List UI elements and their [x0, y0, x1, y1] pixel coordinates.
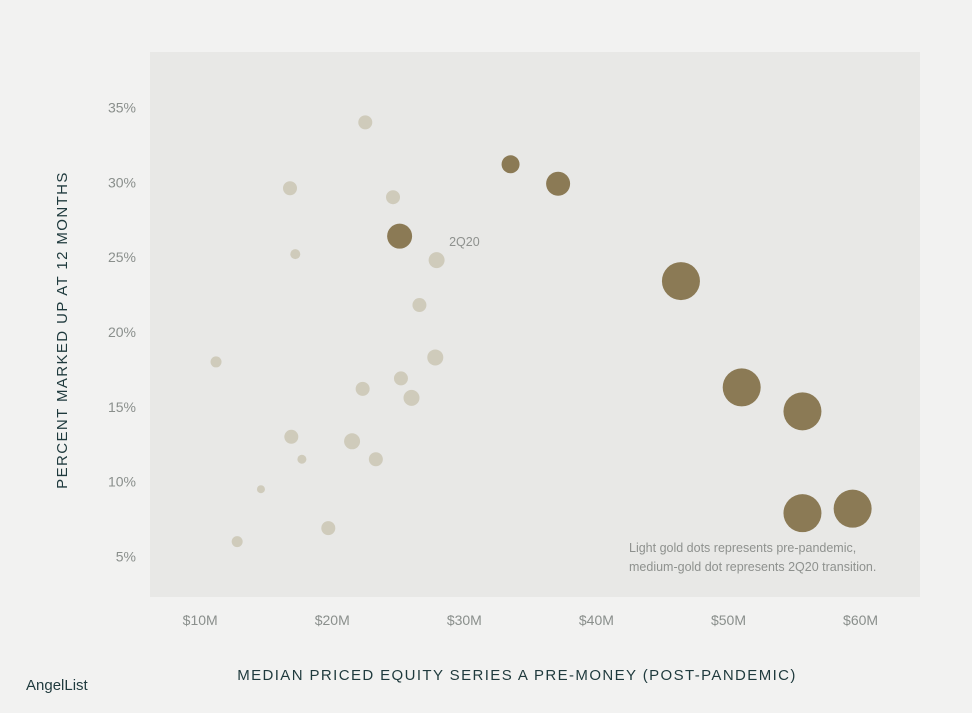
- pre-pandemic-point: [358, 115, 373, 130]
- pre-pandemic-point: [344, 433, 361, 450]
- pre-pandemic-point: [428, 252, 445, 269]
- post-pandemic-point: [833, 489, 872, 528]
- post-pandemic-point: [661, 262, 700, 301]
- y-tick-label: 10%: [108, 474, 136, 490]
- y-tick-label: 25%: [108, 249, 136, 265]
- x-axis-title: MEDIAN PRICED EQUITY SERIES A PRE-MONEY …: [237, 667, 797, 684]
- x-tick-label: $50M: [711, 612, 746, 628]
- y-tick-label: 30%: [108, 174, 136, 190]
- pre-pandemic-point: [393, 371, 408, 386]
- point-label-2q20: 2Q20: [449, 235, 480, 249]
- x-tick-label: $20M: [315, 612, 350, 628]
- pre-pandemic-point: [368, 452, 383, 467]
- post-pandemic-point: [501, 155, 520, 174]
- pre-pandemic-point: [256, 485, 265, 494]
- post-pandemic-point: [783, 392, 822, 431]
- x-tick-label: $10M: [183, 612, 218, 628]
- y-axis-title: PERCENT MARKED UP AT 12 MONTHS: [54, 171, 71, 489]
- pre-pandemic-point: [427, 349, 444, 366]
- annotation-line-1: Light gold dots represents pre-pandemic,: [629, 541, 856, 555]
- pre-pandemic-point: [210, 356, 222, 368]
- pre-pandemic-point: [321, 521, 336, 536]
- y-tick-label: 15%: [108, 399, 136, 415]
- pre-pandemic-point: [386, 190, 401, 205]
- pre-pandemic-point: [403, 389, 420, 406]
- pre-pandemic-point: [283, 181, 297, 196]
- pre-pandemic-point: [297, 454, 307, 464]
- annotation-line-2: medium-gold dot represents 2Q20 transiti…: [629, 560, 876, 574]
- pre-pandemic-point: [284, 429, 299, 444]
- post-pandemic-point: [783, 494, 822, 533]
- y-axis-ticks: 5% 10% 15% 20% 25% 30% 35%: [108, 99, 136, 564]
- pre-pandemic-point: [355, 381, 370, 396]
- data-points: [210, 115, 872, 548]
- x-tick-label: $30M: [447, 612, 482, 628]
- x-axis-ticks: $10M $20M $30M $40M $50M $60M: [183, 612, 878, 628]
- post-pandemic-point: [546, 171, 571, 196]
- point-labels: 2Q20: [449, 235, 480, 249]
- pre-pandemic-point: [290, 249, 301, 260]
- post-pandemic-point: [722, 368, 761, 407]
- y-tick-label: 35%: [108, 99, 136, 115]
- x-tick-label: $60M: [843, 612, 878, 628]
- pre-pandemic-point: [412, 298, 427, 313]
- x-tick-label: $40M: [579, 612, 614, 628]
- brand-logo: AngelList: [26, 677, 89, 694]
- y-tick-label: 20%: [108, 324, 136, 340]
- post-pandemic-point: [387, 223, 413, 249]
- y-tick-label: 5%: [116, 549, 136, 565]
- pre-pandemic-point: [231, 536, 243, 548]
